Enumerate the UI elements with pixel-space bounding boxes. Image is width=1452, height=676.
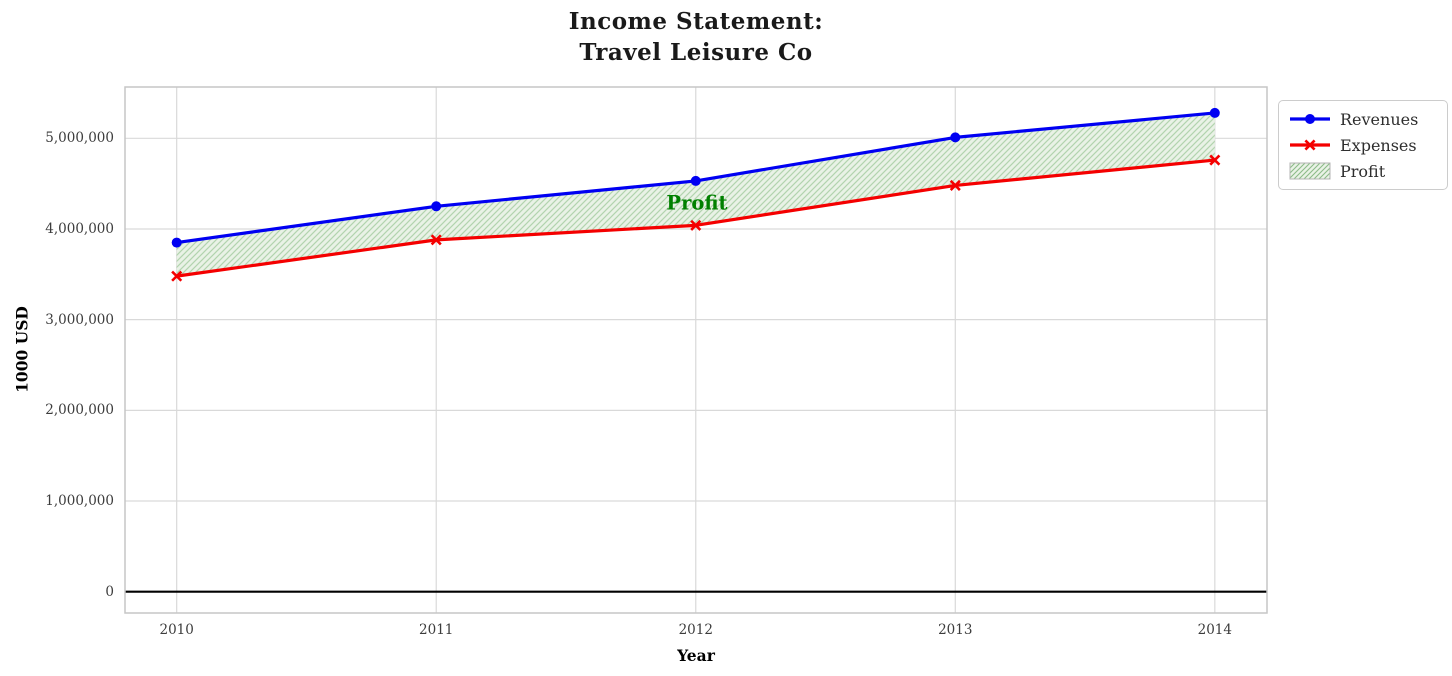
expenses-marker <box>690 219 702 231</box>
profit-annotation: Profit <box>666 191 728 215</box>
revenues-marker <box>171 237 182 248</box>
y-tick-label: 5,000,000 <box>45 130 114 147</box>
x-tick-label: 2012 <box>678 622 713 638</box>
revenues-marker <box>950 132 961 143</box>
expenses-marker <box>171 270 183 282</box>
y-tick-label: 4,000,000 <box>45 220 114 237</box>
revenues-series <box>171 107 1220 248</box>
profit-fill-area <box>176 112 1215 277</box>
legend-label-revenues: Revenues <box>1340 109 1419 129</box>
legend-item-revenues: Revenues <box>1288 106 1438 132</box>
expenses-series <box>171 154 1221 282</box>
plot-border <box>124 86 1268 614</box>
y-tick-label: 2,000,000 <box>45 402 114 419</box>
legend-item-expenses: Expenses <box>1288 132 1438 158</box>
x-axis-label: Year <box>677 646 715 665</box>
revenues-marker <box>1209 107 1220 118</box>
revenues-marker <box>431 201 442 212</box>
y-tick-label: 3,000,000 <box>45 311 114 328</box>
legend: Revenues Expenses Profit <box>1278 100 1448 190</box>
expenses-marker <box>949 179 961 191</box>
legend-label-expenses: Expenses <box>1340 135 1417 155</box>
expenses-marker <box>1209 154 1221 166</box>
x-tick-label: 2011 <box>419 622 454 638</box>
x-tick-label: 2010 <box>159 622 194 638</box>
legend-item-profit: Profit <box>1288 158 1438 184</box>
chart-title: Income Statement: Travel Leisure Co <box>125 6 1267 68</box>
expenses-line-icon <box>1290 139 1330 151</box>
chart-title-line1: Income Statement: <box>568 8 824 35</box>
x-tick-label: 2013 <box>938 622 973 638</box>
y-tick-label: 0 <box>105 583 114 600</box>
x-tick-label: 2014 <box>1197 622 1232 638</box>
chart-title-line2: Travel Leisure Co <box>579 39 813 66</box>
revenues-line-icon <box>1290 114 1330 124</box>
legend-label-profit: Profit <box>1340 161 1386 181</box>
profit-patch-icon <box>1289 162 1331 180</box>
y-tick-label: 1,000,000 <box>45 493 114 510</box>
revenues-marker <box>690 175 701 186</box>
expenses-marker <box>430 234 442 246</box>
